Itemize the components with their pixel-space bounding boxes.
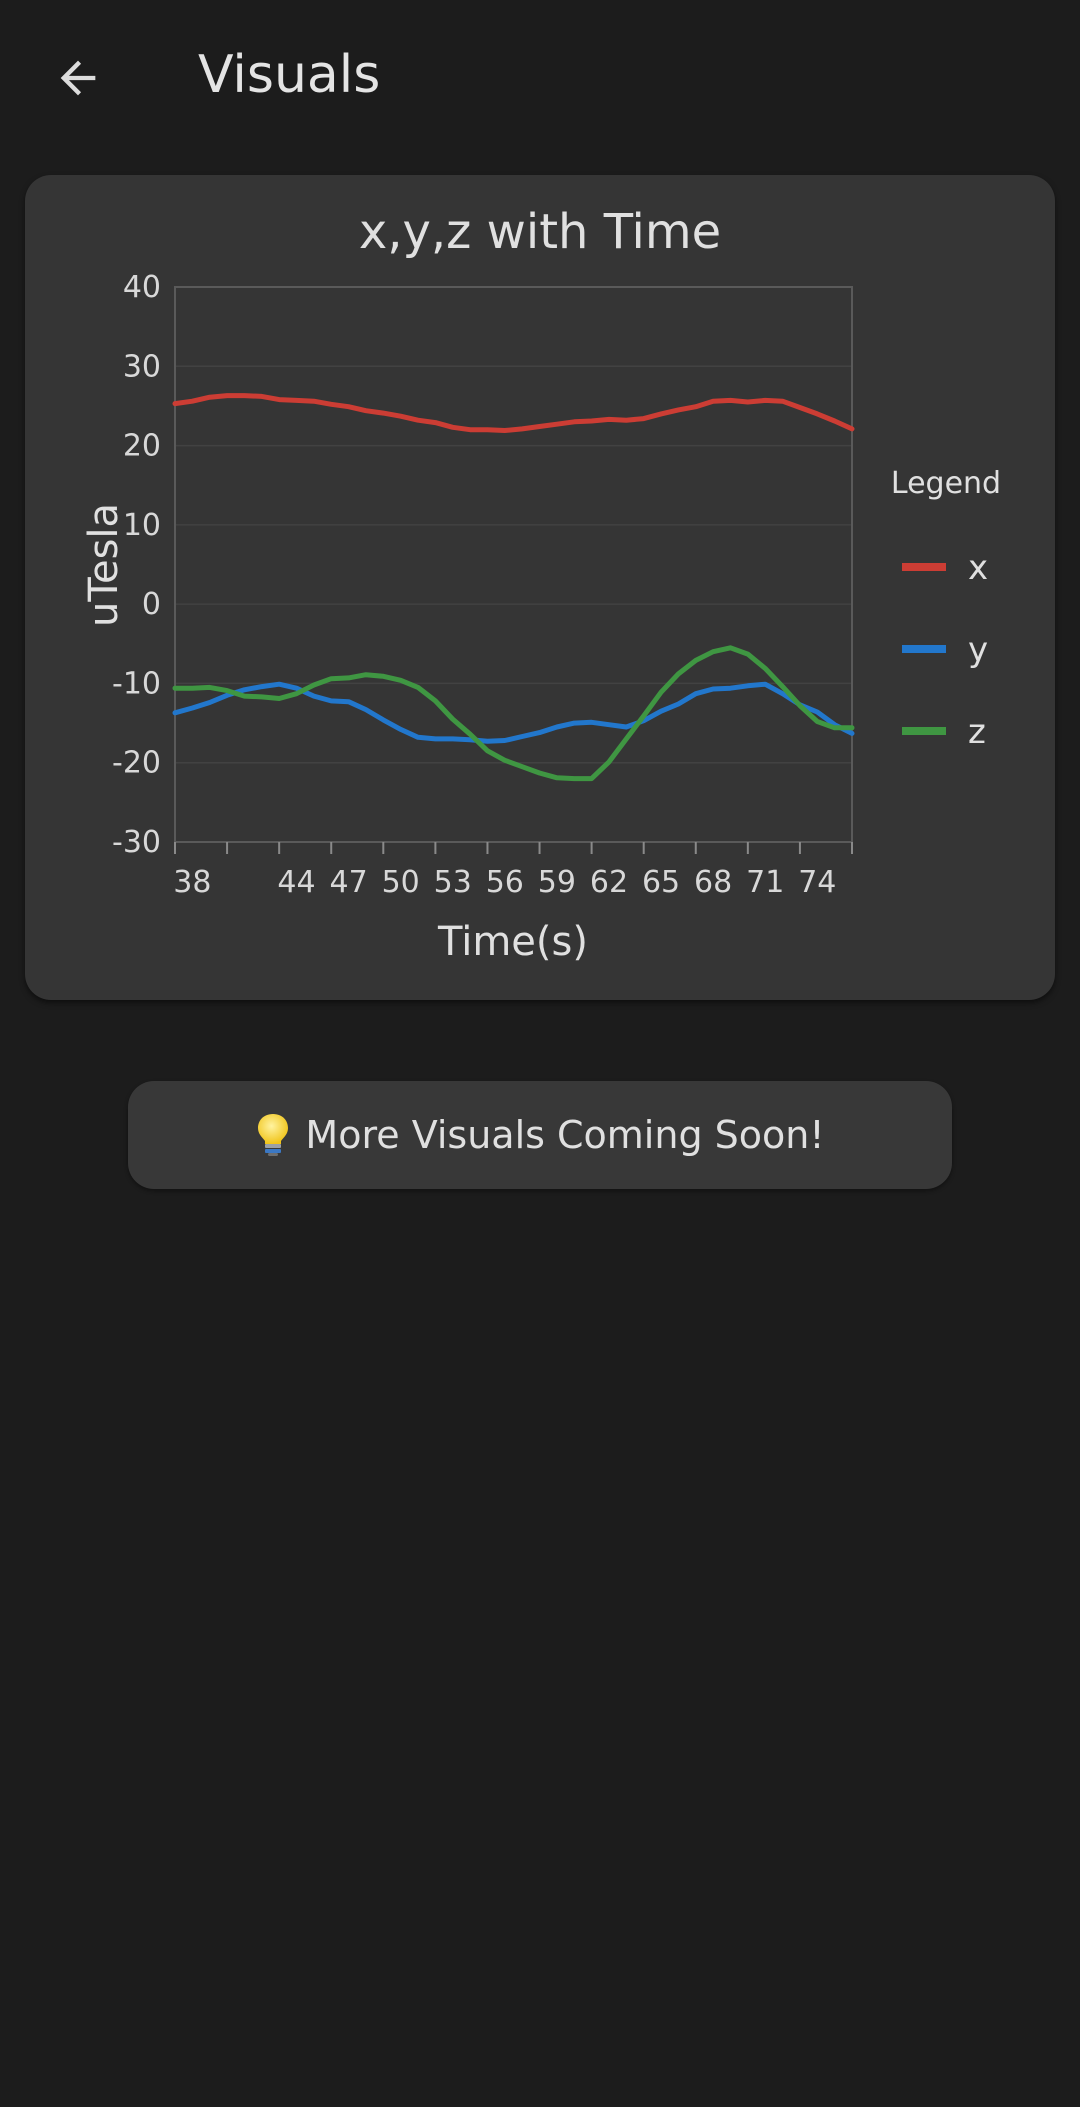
y-axis-label: uTesla xyxy=(81,503,127,627)
legend-title: Legend xyxy=(891,466,1001,501)
legend-label-x: x xyxy=(968,548,988,588)
x-axis-label: Time(s) xyxy=(437,919,588,965)
legend-label-z: z xyxy=(968,712,986,752)
y-tick-label: -30 xyxy=(112,825,161,860)
x-tick-label: 71 xyxy=(746,865,784,900)
y-tick-label: -20 xyxy=(112,746,161,781)
x-tick-label: 53 xyxy=(434,865,472,900)
chart-card: x,y,z with Time 40 30 20 10 0 -10 -20 -30 38 44 47… xyxy=(25,175,1055,1000)
series-line-x xyxy=(172,393,855,433)
grid-lines xyxy=(175,365,852,764)
x-tick-label: 59 xyxy=(538,865,576,900)
y-tick-label: 10 xyxy=(123,508,161,543)
app-bar: Visuals xyxy=(0,0,1080,150)
x-tick-label: 74 xyxy=(798,865,836,900)
legend: Legend x y z xyxy=(891,466,1001,752)
series-lines xyxy=(172,393,855,782)
plot-frame xyxy=(174,286,853,843)
page-title: Visuals xyxy=(198,45,381,105)
x-tick-label: 65 xyxy=(642,865,680,900)
y-tick-label: 40 xyxy=(123,270,161,305)
x-tick-label: 47 xyxy=(329,865,367,900)
x-tick-label: 38 xyxy=(173,865,211,900)
back-button[interactable] xyxy=(36,36,120,120)
lightbulb-icon xyxy=(258,1114,289,1156)
y-tick-label: 30 xyxy=(123,349,161,384)
x-tick-label: 56 xyxy=(486,865,524,900)
coming-soon-banner: More Visuals Coming Soon! xyxy=(128,1081,952,1189)
series-line-y xyxy=(172,681,855,744)
y-tick-label: -10 xyxy=(112,666,161,701)
arrow-left-icon xyxy=(60,60,96,96)
x-tick-label: 50 xyxy=(382,865,420,900)
y-tick-label: 0 xyxy=(142,587,161,622)
legend-label-y: y xyxy=(968,630,988,670)
x-tick-label: 68 xyxy=(694,865,732,900)
y-tick-label: 20 xyxy=(123,429,161,464)
x-tick-label: 62 xyxy=(590,865,628,900)
x-tick-label: 44 xyxy=(277,865,315,900)
chart-title: x,y,z with Time xyxy=(359,204,721,260)
coming-soon-text: More Visuals Coming Soon! xyxy=(305,1113,825,1157)
line-chart: x,y,z with Time 40 30 20 10 0 -10 -20 -30 38 44 47… xyxy=(81,204,1001,965)
series-line-z xyxy=(172,645,855,782)
axes: 40 30 20 10 0 -10 -20 -30 38 44 47 50 53 56 59 62 65 68 71… xyxy=(112,270,853,900)
